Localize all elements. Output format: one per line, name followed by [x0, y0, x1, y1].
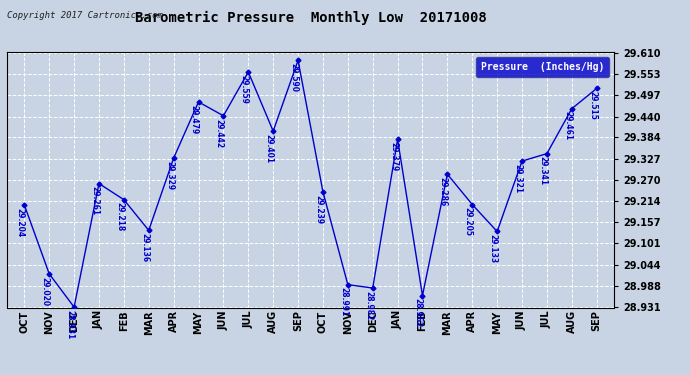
Text: 29.286: 29.286: [439, 177, 448, 206]
Text: 29.442: 29.442: [215, 118, 224, 148]
Text: 28.962: 28.962: [414, 298, 423, 327]
Text: 28.991: 28.991: [339, 287, 348, 316]
Text: 29.136: 29.136: [140, 233, 149, 262]
Text: 29.261: 29.261: [90, 186, 99, 216]
Text: 29.239: 29.239: [314, 195, 324, 224]
Text: 29.341: 29.341: [538, 156, 547, 186]
Text: Barometric Pressure  Monthly Low  20171008: Barometric Pressure Monthly Low 20171008: [135, 11, 486, 26]
Text: 29.590: 29.590: [289, 63, 298, 92]
Text: 29.479: 29.479: [190, 105, 199, 134]
Text: 29.218: 29.218: [115, 202, 124, 232]
Text: 29.204: 29.204: [16, 208, 25, 237]
Text: 29.461: 29.461: [563, 111, 572, 141]
Text: 29.321: 29.321: [513, 164, 522, 193]
Text: 29.020: 29.020: [41, 277, 50, 306]
Text: 28.982: 28.982: [364, 291, 373, 320]
Text: 29.401: 29.401: [264, 134, 273, 163]
Text: 28.931: 28.931: [66, 310, 75, 339]
Text: 29.559: 29.559: [239, 75, 248, 104]
Text: Copyright 2017 Cartronics.com: Copyright 2017 Cartronics.com: [7, 11, 163, 20]
Text: 29.515: 29.515: [588, 91, 597, 120]
Legend: Pressure  (Inches/Hg): Pressure (Inches/Hg): [476, 57, 609, 77]
Text: 29.133: 29.133: [489, 234, 497, 263]
Text: 29.379: 29.379: [389, 142, 398, 171]
Text: 29.329: 29.329: [165, 161, 174, 190]
Text: 29.205: 29.205: [464, 207, 473, 236]
